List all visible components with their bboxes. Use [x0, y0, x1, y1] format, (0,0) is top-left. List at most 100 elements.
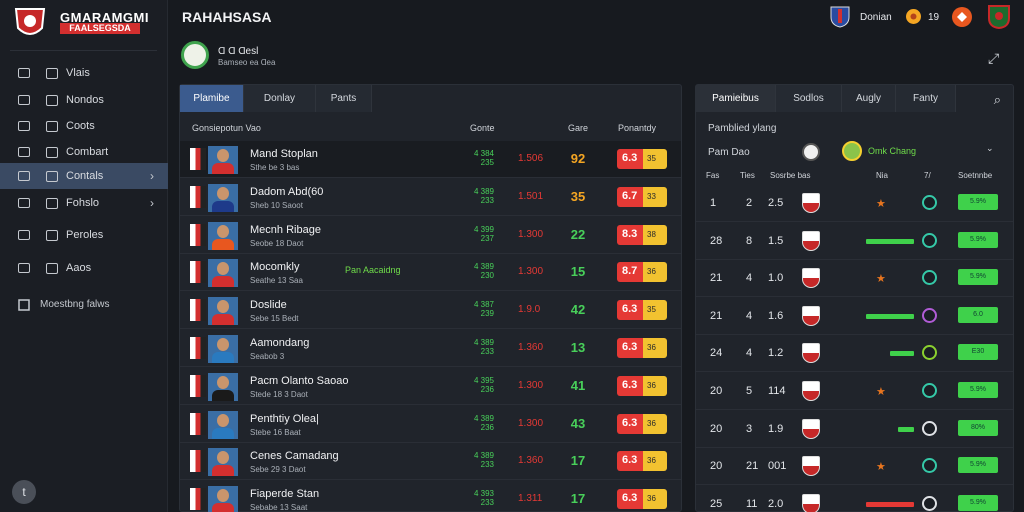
stat-badge[interactable]: E30: [958, 344, 998, 361]
rating-badge[interactable]: 6.3 35: [617, 300, 667, 321]
stat-badge[interactable]: 5.9%: [958, 494, 998, 511]
player-name[interactable]: Penthtiy Olea|: [250, 412, 319, 425]
col-header: Soetnnbe: [958, 171, 993, 180]
score-value: 35: [570, 188, 586, 204]
tab-pamieibus[interactable]: Pamieibus: [696, 85, 776, 112]
status-dot-icon: [922, 345, 937, 361]
player-name[interactable]: Fiaperde Stan: [250, 488, 320, 501]
col-ponantdy: Ponantdy: [618, 123, 657, 133]
rating-sub: 38: [647, 229, 656, 239]
player-name[interactable]: Mecnh Ribage: [250, 223, 321, 236]
player-head: [217, 186, 229, 200]
table-row[interactable]: Penthtiy Olea| Stebe 16 Baat 4 389 236 1.300…: [180, 406, 681, 443]
stats-row[interactable]: 28 8 1.5 5.9%: [696, 223, 1013, 260]
table-row[interactable]: Mand Stoplan Sthe be 3 bas 4 384 235 1.506 92…: [180, 141, 681, 178]
user-label[interactable]: Donian: [860, 12, 892, 23]
rating-badge[interactable]: 6.3 35: [617, 149, 667, 169]
tab-pants[interactable]: Pants: [316, 85, 372, 112]
stats-row[interactable]: 1 2 2.5 ★ 5.9%: [696, 185, 1013, 222]
search-icon[interactable]: ⌕: [993, 92, 1001, 107]
rating-badge[interactable]: 8.7 36: [617, 262, 667, 283]
player-head: [217, 338, 229, 351]
rating-badge[interactable]: 6.7 33: [617, 186, 667, 207]
table-row[interactable]: Fiaperde Stan Sebabe 13 Saat 4 393 233 1.311…: [180, 481, 681, 512]
rating-badge[interactable]: 6.3 36: [617, 413, 667, 434]
tab-fanty[interactable]: Fanty: [896, 85, 956, 112]
sidebar-item-aaos[interactable]: Aaos: [0, 255, 168, 281]
sidebar-item-peroles[interactable]: Peroles: [0, 222, 168, 248]
sidebar-item-combart[interactable]: Combart: [0, 139, 168, 165]
sidebar-item-vlais[interactable]: Vlais: [0, 60, 168, 86]
stat-badge[interactable]: 5.9%: [958, 457, 998, 474]
col-gonte: Gonte: [470, 123, 495, 133]
player-photo: [208, 297, 238, 326]
notification-icon[interactable]: [951, 6, 973, 28]
score-value: 15: [570, 264, 586, 280]
sidebar-item-nondos[interactable]: Nondos: [0, 87, 168, 113]
chevron-down-icon[interactable]: ⌄: [986, 143, 994, 153]
player-photo: [208, 372, 238, 401]
stat-badge[interactable]: 5.9%: [958, 269, 998, 286]
stat-ties: 5: [746, 385, 753, 397]
tab-donlay[interactable]: Donlay: [244, 85, 316, 112]
player-name[interactable]: Mocomkly: [250, 261, 300, 274]
sidebar-item-contals[interactable]: Contals ›: [0, 163, 168, 189]
player-name[interactable]: Aamondang: [250, 337, 310, 349]
col-header: Ties: [740, 171, 755, 180]
table-row[interactable]: Dadom Abd(60 Sheb 10 Saoot 4 389 233 1.501 35…: [180, 179, 681, 216]
rating-main: 6.3: [622, 152, 638, 164]
tab-sodlos[interactable]: Sodlos: [776, 85, 842, 112]
rating-badge[interactable]: 6.3 36: [617, 375, 667, 396]
player-name[interactable]: Mand Stoplan: [250, 148, 318, 160]
player-shirt: [212, 352, 234, 363]
stat-score: 2.0: [768, 497, 784, 510]
table-row[interactable]: Doslide Sebe 15 Bedt 4 387 239 1.9.0 42 6.3 35: [180, 292, 681, 330]
stat-badge[interactable]: 5.9%: [958, 194, 998, 210]
help-button[interactable]: t: [12, 480, 36, 504]
stats-row[interactable]: 24 4 1.2 E30: [696, 335, 1013, 373]
expand-icon[interactable]: ⤢: [988, 50, 1000, 66]
stat-badge[interactable]: 5.9%: [958, 382, 998, 398]
stat-badge[interactable]: 6.0: [958, 306, 998, 323]
rating-badge[interactable]: 6.3 36: [617, 451, 667, 472]
stats-row[interactable]: 21 4 1.6 6.0: [696, 298, 1013, 335]
player-name[interactable]: Doslide: [250, 299, 287, 312]
club-shield-icon: [802, 418, 820, 439]
sidebar-item-fohslo[interactable]: Fohslo ›: [0, 190, 168, 216]
stats-row[interactable]: 20 21 001 ★ 5.9%: [696, 448, 1013, 486]
player-photo: [208, 183, 238, 212]
stats-row[interactable]: 20 3 1.9 80%: [696, 411, 1013, 448]
stat-badge[interactable]: 80%: [958, 419, 998, 436]
club-shield-icon: [802, 305, 820, 326]
profile-avatar[interactable]: [181, 41, 209, 69]
rating-sub: 36: [647, 343, 656, 352]
team-crest-icon[interactable]: [830, 6, 850, 28]
club-shield-icon: [802, 493, 820, 512]
rating-badge[interactable]: 6.3 36: [617, 338, 667, 358]
stat-ties: 11: [746, 497, 758, 510]
rating-badge[interactable]: 8.3 38: [617, 224, 667, 245]
gonte-bottom: 236: [480, 384, 494, 394]
flag-icon: [190, 374, 206, 397]
player-name[interactable]: Dadom Abd(60: [250, 185, 324, 198]
rating-badge[interactable]: 6.3 36: [617, 489, 667, 510]
player-photo: [208, 486, 238, 512]
players-tabs: Plamibe Donlay Pants: [180, 85, 681, 113]
stats-row[interactable]: 20 5 114 ★ 5.9%: [696, 373, 1013, 410]
sidebar-item-coots[interactable]: Coots: [0, 113, 168, 139]
table-row[interactable]: Aamondang Seabob 3 4 389 233 1.360 13 6.3 36: [180, 330, 681, 367]
table-row[interactable]: Mocomkly Seathe 13 Saa Pan Aacaidng 4 389 23…: [180, 254, 681, 292]
player-sub: Stede 18 3 Daot: [250, 389, 308, 399]
tab-augly[interactable]: Augly: [842, 85, 896, 112]
stats-row[interactable]: 25 11 2.0 5.9%: [696, 486, 1013, 512]
player-name[interactable]: Cenes Camadang: [250, 450, 339, 463]
table-row[interactable]: Cenes Camadang Sebe 29 3 Daot 4 389 233 1.36…: [180, 443, 681, 481]
player-name[interactable]: Pacm Olanto Saoao: [250, 374, 349, 387]
table-row[interactable]: Mecnh Ribage Seobe 18 Daot 4 399 237 1.300 22…: [180, 217, 681, 254]
stat-badge[interactable]: 5.9%: [958, 231, 998, 248]
stats-row[interactable]: 21 4 1.0 ★ 5.9%: [696, 260, 1013, 298]
score-value: 17: [570, 453, 586, 469]
avatar[interactable]: [988, 5, 1010, 29]
table-row[interactable]: Pacm Olanto Saoao Stede 18 3 Daot 4 395 236…: [180, 368, 681, 405]
tab-plamibe[interactable]: Plamibe: [180, 85, 244, 112]
